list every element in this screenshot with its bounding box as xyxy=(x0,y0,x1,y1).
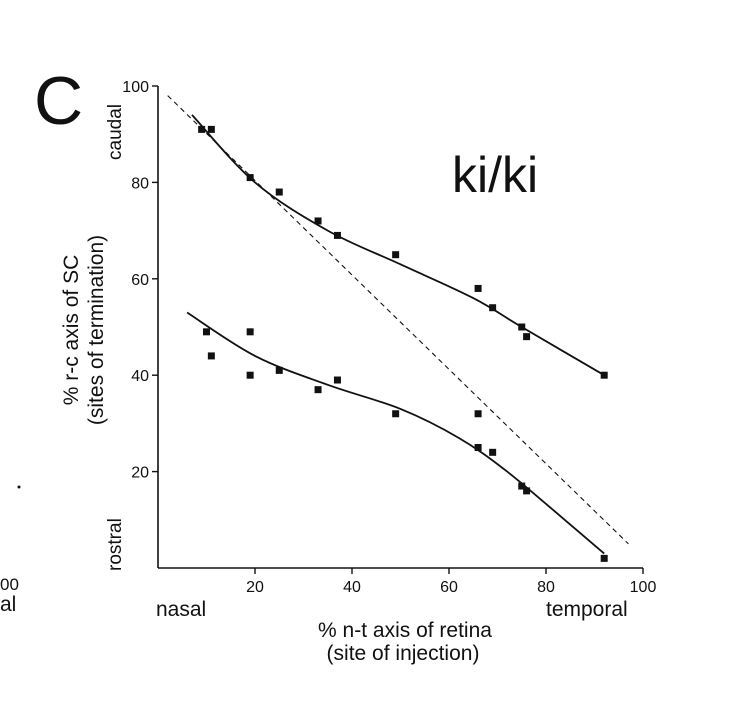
data-point xyxy=(207,125,215,133)
data-point xyxy=(518,323,526,331)
y-axis-sublabel: (sites of termination) xyxy=(85,235,108,425)
y-end-label-bottom: rostral xyxy=(105,518,126,571)
tick-labels: 20 40 60 80 100 20 40 60 80 100 xyxy=(122,79,656,596)
y-tick-label: 20 xyxy=(131,465,149,482)
x-end-label-left: nasal xyxy=(156,598,206,621)
data-point xyxy=(246,174,254,182)
panel-letter: C xyxy=(34,63,83,139)
x-tick-label: 80 xyxy=(537,579,555,596)
x-axis-label: % n-t axis of retina xyxy=(318,619,492,642)
neighbor-panel-tick-fragment: 00 xyxy=(0,575,19,594)
data-point xyxy=(600,371,608,379)
reference-line-group xyxy=(167,95,629,545)
data-point xyxy=(474,284,482,292)
data-point xyxy=(489,448,497,456)
data-point xyxy=(198,125,206,133)
y-tick-label: 60 xyxy=(131,272,149,289)
data-point xyxy=(474,444,482,451)
data-point xyxy=(523,487,531,495)
data-point xyxy=(333,231,341,239)
data-point xyxy=(275,188,283,196)
data-point xyxy=(518,482,526,490)
data-point xyxy=(246,371,254,379)
dashed-reference-line xyxy=(167,95,629,545)
fit-curve-1 xyxy=(191,114,605,376)
x-tick-label: 60 xyxy=(440,579,458,596)
x-end-label-right: temporal xyxy=(546,598,628,621)
data-point xyxy=(523,333,531,341)
data-points xyxy=(198,125,608,562)
y-tick-label: 100 xyxy=(122,79,149,96)
y-axis-label: % r-c axis of SC xyxy=(60,255,83,406)
data-point xyxy=(314,217,322,225)
data-point xyxy=(246,328,254,336)
chart-title: ki/ki xyxy=(452,147,538,203)
data-point xyxy=(207,352,215,360)
y-tick-label: 80 xyxy=(131,175,149,192)
data-point xyxy=(275,366,283,374)
data-point xyxy=(474,410,482,418)
y-tick-label: 40 xyxy=(131,368,149,385)
data-point xyxy=(203,328,210,336)
x-axis-sublabel: (site of injection) xyxy=(327,642,480,665)
data-point xyxy=(489,304,497,312)
data-point xyxy=(314,386,322,394)
data-point xyxy=(392,251,400,259)
data-point xyxy=(333,376,341,384)
neighbor-panel-label-fragment: al xyxy=(0,593,17,616)
y-end-label-top: caudal xyxy=(105,104,126,160)
x-tick-label: 20 xyxy=(246,579,264,596)
stray-dot xyxy=(17,485,21,489)
fit-curve-2 xyxy=(186,311,605,555)
x-tick-label: 100 xyxy=(630,579,657,596)
data-point xyxy=(392,410,400,418)
axes xyxy=(152,85,644,574)
data-point xyxy=(600,554,608,562)
x-tick-label: 40 xyxy=(343,579,361,596)
